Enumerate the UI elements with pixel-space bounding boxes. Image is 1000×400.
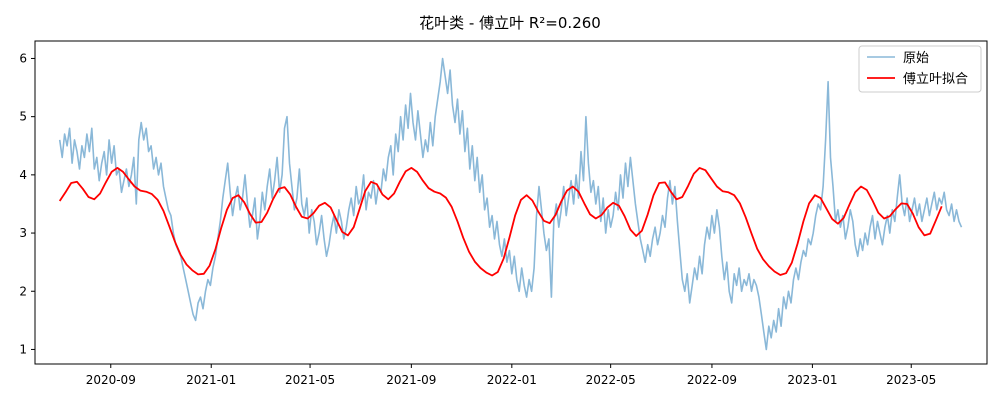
y-tick-label: 3 <box>19 226 27 240</box>
x-tick-label: 2021-05 <box>285 373 335 387</box>
x-tick-label: 2022-05 <box>586 373 636 387</box>
y-tick-label: 2 <box>19 284 27 298</box>
plot-frame <box>34 40 988 365</box>
x-tick-label: 2020-09 <box>86 373 136 387</box>
legend-label-fourier-fit: 傅立叶拟合 <box>903 72 968 87</box>
legend-label-original: 原始 <box>903 51 929 66</box>
x-tick-label: 2021-09 <box>386 373 436 387</box>
series-line-original <box>58 57 963 351</box>
plot-area <box>58 57 963 351</box>
y-tick-label: 6 <box>19 51 27 65</box>
y-tick-label: 5 <box>19 110 27 124</box>
legend: 原始 傅立叶拟合 <box>858 45 982 93</box>
y-axis: 1 2 3 4 5 6 <box>19 51 35 356</box>
series-line-fourier-fit <box>58 167 943 277</box>
x-axis: 2020-09 2021-01 2021-05 2021-09 2022-01 2022-… <box>86 364 936 387</box>
x-tick-label: 2022-09 <box>687 373 737 387</box>
y-tick-label: 4 <box>19 168 27 182</box>
x-tick-label: 2021-01 <box>186 373 236 387</box>
x-tick-label: 2023-01 <box>787 373 837 387</box>
x-tick-label: 2022-01 <box>487 373 537 387</box>
x-tick-label: 2023-05 <box>886 373 936 387</box>
chart-title: 花叶类 - 傅立叶 R²=0.260 <box>419 14 601 32</box>
y-tick-label: 1 <box>19 342 27 356</box>
